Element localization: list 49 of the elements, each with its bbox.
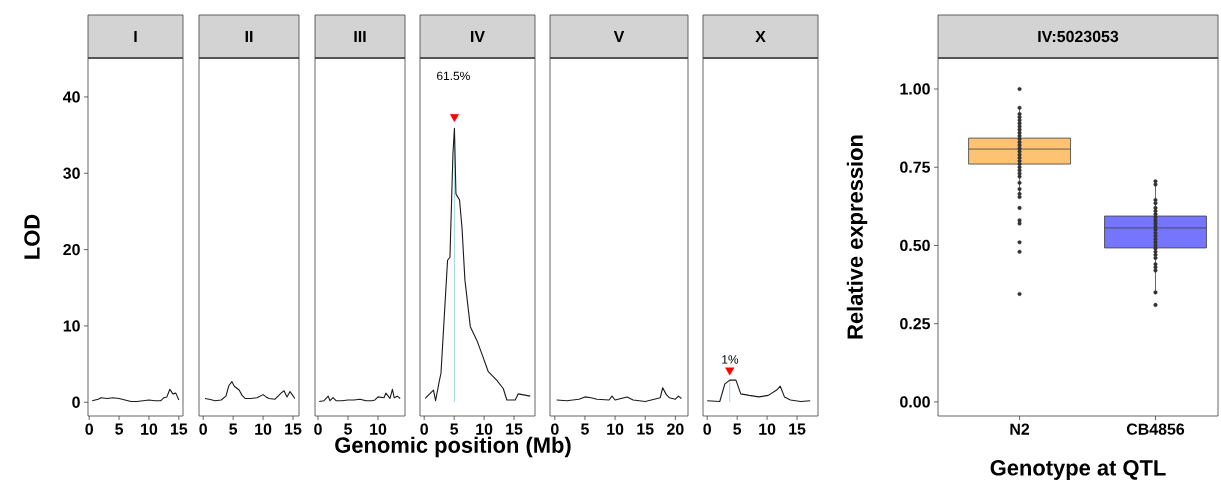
x-tick-label: 10 bbox=[370, 423, 387, 435]
y-tick-label: 0.75 bbox=[900, 161, 931, 173]
y-tick-label: 10 bbox=[63, 320, 80, 332]
chart-title: III bbox=[354, 31, 366, 42]
chart-title: V bbox=[613, 31, 625, 42]
annotation: 61.5% bbox=[437, 71, 470, 81]
chart-title: X bbox=[755, 31, 766, 42]
x-axis-title: Genotype at QTL bbox=[990, 460, 1166, 480]
x-tick-label: CB4856 bbox=[1126, 423, 1185, 435]
chart-title: I bbox=[134, 31, 137, 42]
x-tick-label: 15 bbox=[789, 423, 806, 435]
x-tick-label: 0 bbox=[420, 423, 428, 435]
chart-title: IV:5023053 bbox=[1038, 30, 1119, 43]
y-tick-label: 1.00 bbox=[900, 83, 930, 95]
x-tick-label: 15 bbox=[170, 423, 188, 435]
y-tick-label: 20 bbox=[63, 243, 80, 256]
annotation: 1% bbox=[722, 355, 739, 364]
x-tick-label: 10 bbox=[476, 423, 493, 435]
x-tick-label: 0 bbox=[314, 423, 322, 435]
y-tick-label: 0 bbox=[72, 396, 80, 408]
y-tick-label: 30 bbox=[63, 167, 80, 179]
x-tick-label: 10 bbox=[255, 423, 272, 435]
chart-title: IV bbox=[471, 31, 485, 42]
x-tick-label: 10 bbox=[141, 423, 158, 435]
x-tick-label: 0 bbox=[551, 423, 559, 435]
x-tick-label: 15 bbox=[506, 423, 523, 435]
x-tick-label: 5 bbox=[450, 423, 459, 435]
x-tick-label: 0 bbox=[199, 423, 207, 435]
x-tick-label: 5 bbox=[581, 423, 589, 435]
x-tick-label: 10 bbox=[607, 423, 624, 435]
x-tick-label: 5 bbox=[733, 423, 742, 435]
x-tick-label: 5 bbox=[115, 423, 124, 435]
y-tick-label: 0.00 bbox=[900, 396, 930, 408]
x-tick-label: 0 bbox=[85, 423, 93, 435]
x-tick-label: 20 bbox=[667, 423, 684, 435]
x-tick-label: 15 bbox=[637, 423, 654, 435]
x-tick-label: 0 bbox=[703, 423, 711, 435]
y-tick-label: 0.25 bbox=[900, 318, 931, 330]
chart-title: II bbox=[245, 31, 253, 42]
y-axis-title: Relative expression bbox=[846, 135, 868, 339]
x-tick-label: 5 bbox=[229, 423, 238, 435]
x-axis-title: Genomic position (Mb) bbox=[335, 436, 571, 458]
y-tick-label: 40 bbox=[62, 91, 80, 103]
x-tick-label: N2 bbox=[1010, 423, 1030, 435]
x-tick-label: 10 bbox=[759, 423, 776, 435]
y-tick-label: 0.50 bbox=[900, 239, 930, 252]
x-tick-label: 5 bbox=[344, 423, 352, 435]
x-tick-label: 15 bbox=[285, 423, 302, 435]
y-axis-title: LOD bbox=[24, 214, 40, 259]
